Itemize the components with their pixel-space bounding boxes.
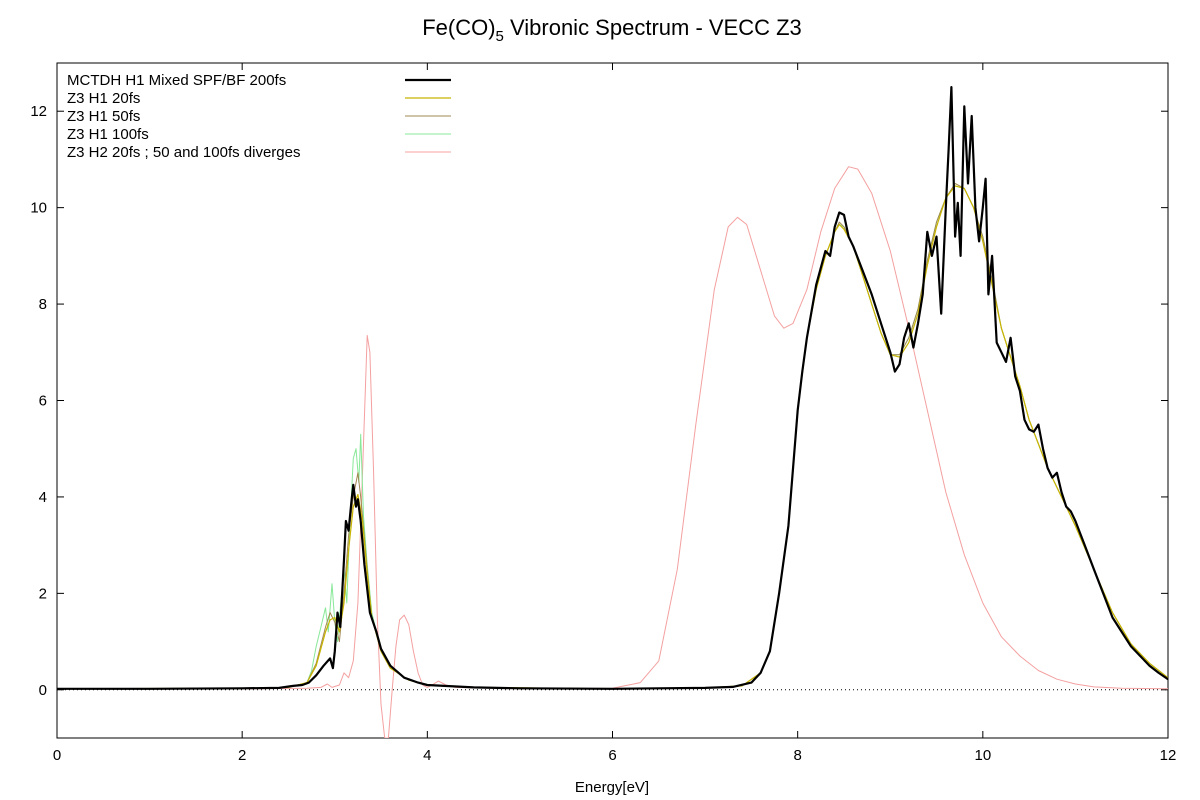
chart-title: Fe(CO)5 Vibronic Spectrum - VECC Z3 [422,15,802,45]
legend-label: Z3 H2 20fs ; 50 and 100fs diverges [67,144,300,161]
y-tick-label: 4 [39,489,47,506]
series-line-3 [57,185,1168,690]
series-line-0 [57,86,1168,690]
x-axis-label: Energy[eV] [575,779,649,796]
y-tick-label: 0 [39,682,47,699]
series-group [57,86,1168,738]
legend-label: MCTDH H1 Mixed SPF/BF 200fs [67,72,286,89]
x-tick-label: 10 [974,747,991,764]
y-tick-label: 6 [39,393,47,410]
x-tick-label: 0 [53,747,61,764]
y-tick-label: 10 [30,200,47,217]
legend-label: Z3 H1 100fs [67,126,149,143]
legend-label: Z3 H1 20fs [67,90,140,107]
y-tick-label: 2 [39,585,47,602]
axis-ticks: 0 2 4 6 8 10 12 0 2 4 6 8 10 12 [30,63,1176,764]
y-tick-label: 12 [30,103,47,120]
x-tick-label: 6 [608,747,616,764]
y-tick-label: 8 [39,296,47,313]
series-line-1 [57,185,1168,690]
x-tick-label: 2 [238,747,246,764]
chart-title-subscript: 5 [496,28,504,45]
legend-label: Z3 H1 50fs [67,108,140,125]
series-line-2 [57,183,1168,690]
x-tick-label: 8 [793,747,801,764]
x-tick-label: 4 [423,747,431,764]
series-line-4 [57,166,1168,738]
x-tick-label: 12 [1160,747,1177,764]
